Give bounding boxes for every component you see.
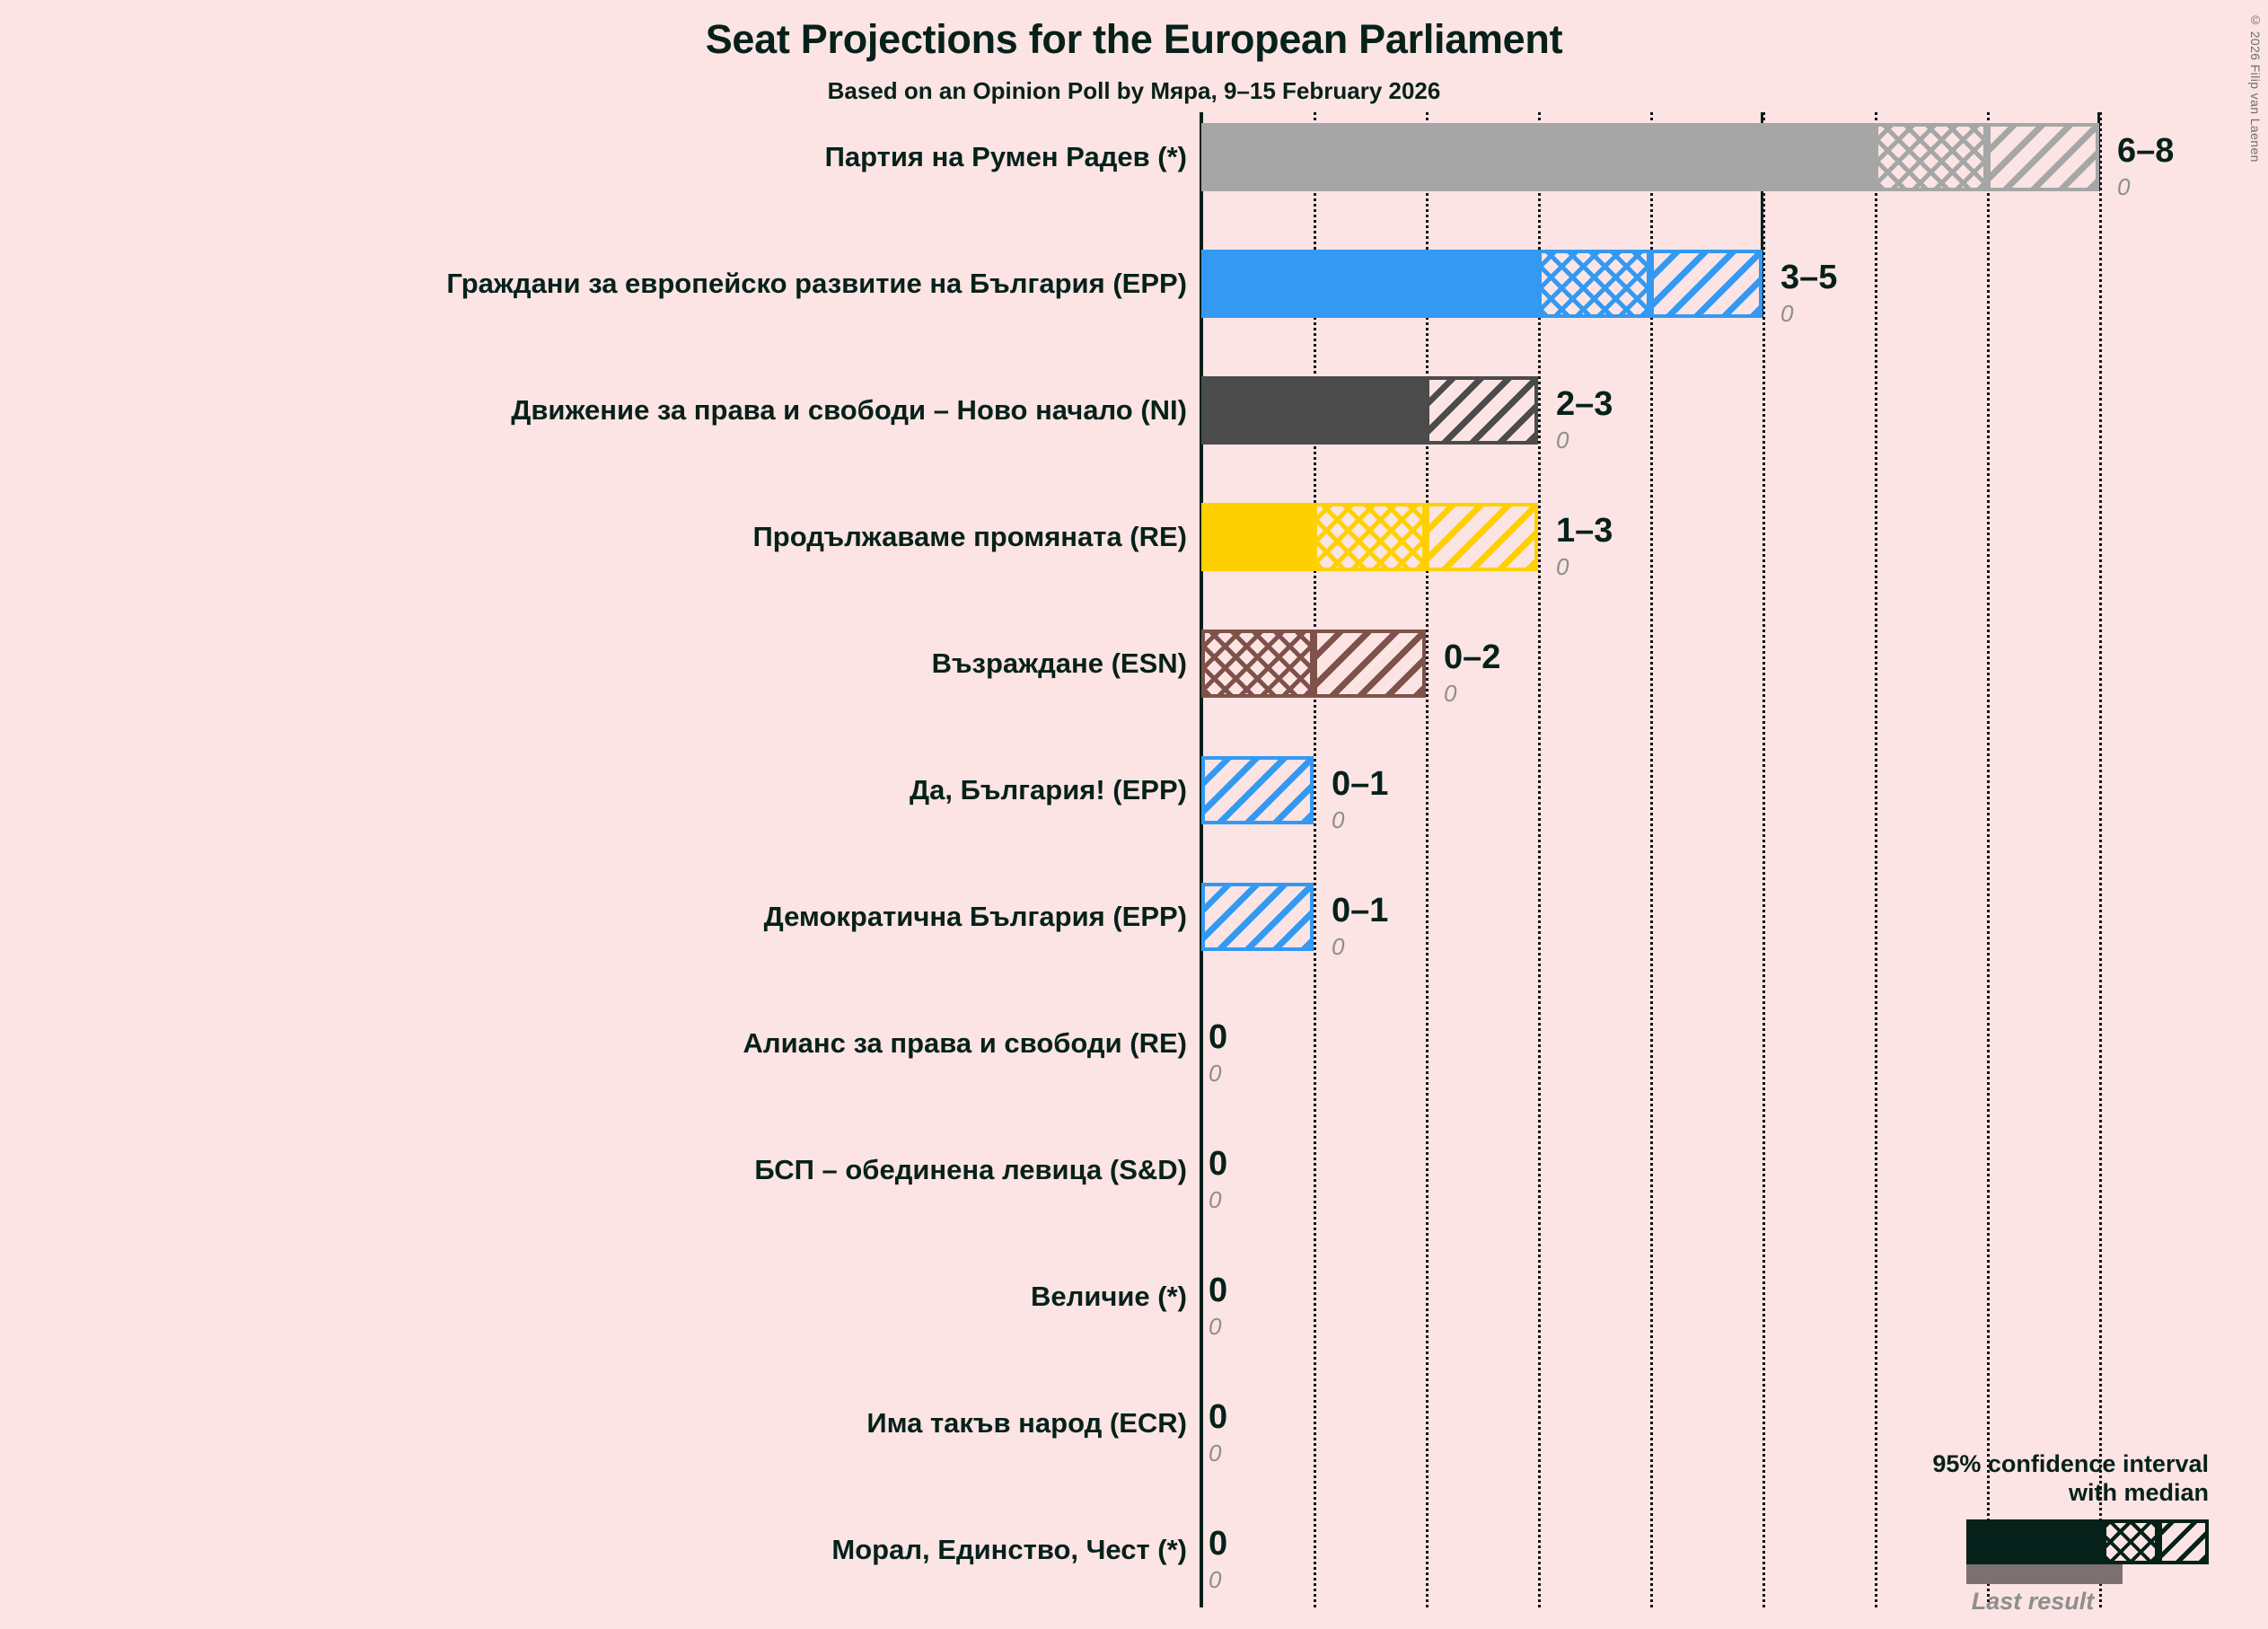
bar-segment-certain (1201, 503, 1314, 571)
seat-range-value: 0 (1209, 1018, 1228, 1056)
bar-segment-upper (1987, 123, 2099, 191)
seat-range-value: 3–5 (1780, 259, 1838, 296)
party-label: Партия на Румен Радев (*) (824, 141, 1187, 172)
gridline-x-8 (2099, 112, 2105, 1607)
last-result-value: 0 (1444, 680, 1457, 707)
bar-segment-upper (1650, 250, 1763, 318)
gridline-x-7 (1987, 112, 1992, 1607)
bar-group (1201, 123, 2099, 191)
bar-segment-median (1314, 503, 1426, 571)
last-result-value: 0 (2117, 173, 2131, 200)
bar-segment-upper (1426, 503, 1538, 571)
party-label: Демократична България (EPP) (763, 901, 1187, 932)
last-result-value: 0 (1556, 553, 1569, 580)
seat-range-value: 0–1 (1332, 765, 1389, 803)
axis-emphasis-5 (1761, 112, 1763, 318)
last-result-value: 0 (1209, 1566, 1222, 1593)
gridline-x-6 (1875, 112, 1880, 1607)
legend-seg-median (2103, 1519, 2158, 1564)
legend-seg-upper (2158, 1519, 2209, 1564)
party-label: Морал, Единство, Чест (*) (831, 1534, 1187, 1565)
party-label: Възраждане (ESN) (931, 647, 1187, 679)
bar-segment-upper (1201, 883, 1314, 951)
party-label: БСП – обединена левица (S&D) (754, 1154, 1187, 1185)
party-label: Продължаваме промяната (RE) (752, 521, 1188, 552)
party-label: Движение за права и свободи – Ново начал… (511, 394, 1187, 426)
page-title: Seat Projections for the European Parlia… (705, 16, 1563, 62)
seat-range-value: 0 (1209, 1398, 1228, 1436)
legend-seg-solid (1966, 1519, 2103, 1564)
gridline-x-2 (1426, 112, 1431, 1607)
bar-segment-median (1201, 630, 1314, 698)
bar-segment-certain (1201, 123, 1875, 191)
bar-group (1201, 250, 1763, 318)
party-label: Има такъв народ (ECR) (866, 1407, 1187, 1439)
bar-group (1201, 756, 1314, 824)
last-result-value: 0 (1556, 427, 1569, 453)
bar-group (1201, 883, 1314, 951)
last-result-value: 0 (1209, 1313, 1222, 1340)
bar-segment-median (1538, 250, 1650, 318)
last-result-value: 0 (1332, 806, 1345, 833)
last-result-value: 0 (1780, 300, 1794, 327)
bar-segment-upper (1314, 630, 1426, 698)
copyright-notice: © 2026 Filip van Laenen (2248, 13, 2263, 163)
legend-last-result-swatch (1966, 1564, 2123, 1584)
party-label: Величие (*) (1031, 1281, 1187, 1312)
party-label: Алианс за права и свободи (RE) (743, 1027, 1187, 1059)
seat-range-value: 6–8 (2117, 132, 2175, 170)
seat-range-value: 0 (1209, 1272, 1228, 1309)
last-result-value: 0 (1209, 1186, 1222, 1213)
gridline-x-3 (1538, 112, 1543, 1607)
seat-range-value: 0 (1209, 1525, 1228, 1563)
last-result-value: 0 (1209, 1440, 1222, 1466)
seat-range-value: 0–1 (1332, 892, 1389, 929)
legend-swatch (1966, 1519, 2209, 1564)
party-label: Граждани за европейско развитие на Бълга… (446, 268, 1187, 299)
gridline-x-4 (1650, 112, 1656, 1607)
gridline-x-1 (1314, 112, 1319, 1607)
last-result-value: 0 (1209, 1060, 1222, 1087)
bar-group (1201, 630, 1426, 698)
seat-range-value: 2–3 (1556, 385, 1613, 423)
party-label: Да, България! (EPP) (910, 774, 1187, 806)
gridline-x-5 (1763, 112, 1768, 1607)
y-axis-line (1200, 112, 1203, 1607)
seat-range-value: 0–2 (1444, 638, 1501, 676)
bar-group (1201, 503, 1538, 571)
bar-segment-certain (1201, 376, 1426, 445)
legend-last-result-label: Last result (1971, 1588, 2095, 1615)
bar-segment-upper (1201, 756, 1314, 824)
last-result-value: 0 (1332, 933, 1345, 960)
bar-group (1201, 376, 1538, 445)
seat-range-value: 1–3 (1556, 512, 1613, 550)
page-subtitle: Based on an Opinion Poll by Мяра, 9–15 F… (827, 77, 1441, 104)
legend-ci-label: 95% confidence interval with median (1932, 1450, 2209, 1506)
bar-segment-certain (1201, 250, 1538, 318)
seat-range-value: 0 (1209, 1145, 1228, 1183)
bar-segment-median (1875, 123, 1987, 191)
bar-segment-upper (1426, 376, 1538, 445)
